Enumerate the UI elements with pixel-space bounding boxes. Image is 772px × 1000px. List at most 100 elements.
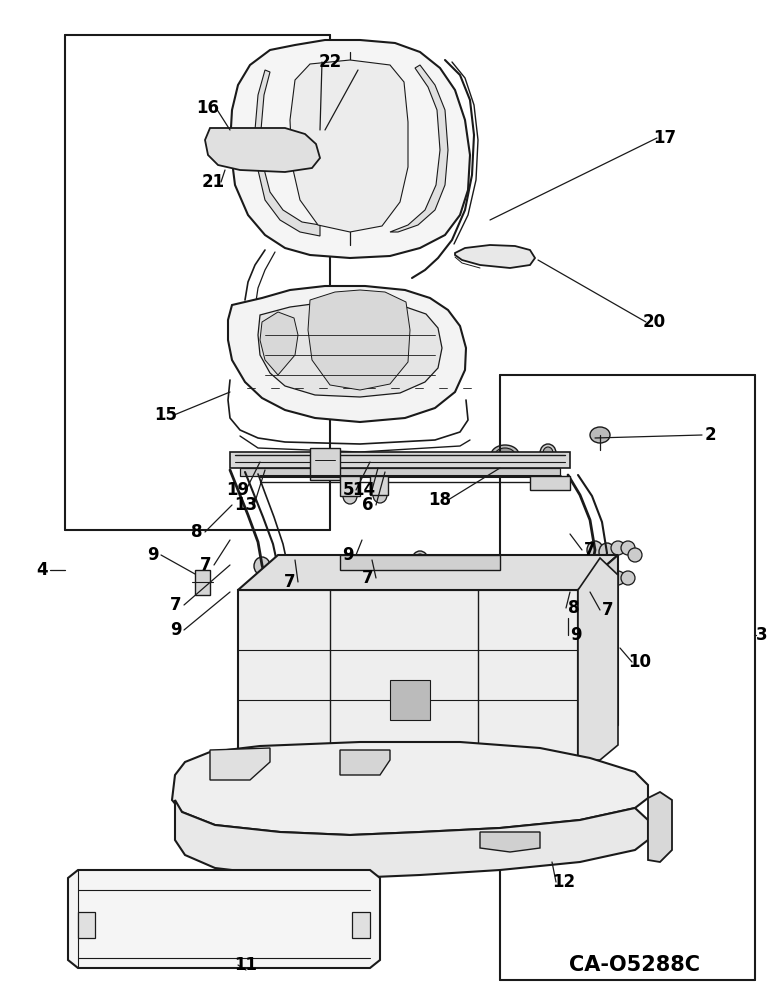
Ellipse shape [593, 571, 609, 589]
Text: 17: 17 [653, 129, 676, 147]
Ellipse shape [311, 147, 321, 159]
Text: 5: 5 [342, 481, 354, 499]
Text: 12: 12 [553, 873, 576, 891]
Text: 9: 9 [342, 546, 354, 564]
Ellipse shape [252, 601, 264, 615]
Text: 8: 8 [191, 523, 203, 541]
Polygon shape [260, 312, 298, 375]
Ellipse shape [590, 736, 600, 748]
Text: 7: 7 [284, 573, 296, 591]
Ellipse shape [587, 541, 603, 559]
Text: 3: 3 [757, 626, 768, 644]
Text: 7: 7 [170, 596, 182, 614]
Text: 20: 20 [642, 313, 665, 331]
Ellipse shape [288, 454, 302, 470]
Ellipse shape [447, 855, 457, 865]
Ellipse shape [415, 554, 425, 566]
Text: 18: 18 [428, 491, 452, 509]
Polygon shape [390, 65, 448, 232]
Polygon shape [255, 70, 320, 236]
Ellipse shape [621, 571, 635, 585]
Ellipse shape [288, 582, 302, 598]
Polygon shape [370, 476, 388, 495]
Polygon shape [205, 128, 320, 172]
Ellipse shape [252, 735, 264, 749]
Ellipse shape [552, 735, 564, 749]
Polygon shape [258, 302, 442, 397]
Polygon shape [578, 558, 618, 760]
Polygon shape [340, 476, 360, 496]
Ellipse shape [213, 141, 231, 163]
Ellipse shape [540, 444, 556, 462]
Polygon shape [228, 286, 466, 422]
Text: 16: 16 [197, 99, 219, 117]
Ellipse shape [491, 445, 519, 465]
Polygon shape [240, 468, 560, 476]
Ellipse shape [380, 855, 390, 865]
Text: CA-O5288C: CA-O5288C [570, 955, 700, 975]
Text: 9: 9 [147, 546, 159, 564]
Text: 19: 19 [226, 481, 249, 499]
Ellipse shape [412, 551, 428, 569]
Ellipse shape [495, 448, 515, 462]
Polygon shape [210, 748, 270, 780]
Ellipse shape [415, 730, 425, 740]
Text: 9: 9 [571, 626, 582, 644]
Text: 7: 7 [584, 541, 596, 559]
Ellipse shape [270, 559, 286, 577]
Ellipse shape [343, 488, 357, 504]
Polygon shape [230, 40, 470, 258]
Polygon shape [238, 555, 618, 590]
Ellipse shape [599, 543, 615, 561]
Polygon shape [340, 750, 390, 775]
Polygon shape [238, 590, 578, 760]
Text: 6: 6 [362, 496, 374, 514]
Ellipse shape [621, 541, 635, 555]
Ellipse shape [628, 548, 642, 562]
Polygon shape [578, 555, 618, 760]
Polygon shape [230, 452, 570, 468]
Polygon shape [455, 245, 535, 268]
Text: 13: 13 [235, 496, 258, 514]
Ellipse shape [391, 714, 399, 722]
Ellipse shape [413, 855, 423, 865]
Ellipse shape [611, 541, 625, 555]
Text: 22: 22 [318, 53, 342, 71]
Ellipse shape [500, 853, 510, 863]
Text: 8: 8 [568, 599, 580, 617]
Ellipse shape [590, 704, 600, 716]
Polygon shape [308, 290, 410, 390]
Ellipse shape [582, 569, 598, 587]
Text: 9: 9 [170, 621, 182, 639]
Text: 2: 2 [704, 426, 716, 444]
Text: 14: 14 [353, 481, 375, 499]
Polygon shape [68, 870, 380, 968]
Polygon shape [480, 832, 540, 852]
Polygon shape [172, 742, 648, 835]
Text: 11: 11 [235, 956, 258, 974]
Ellipse shape [261, 580, 275, 596]
Polygon shape [390, 680, 430, 720]
Text: 21: 21 [201, 173, 225, 191]
Ellipse shape [543, 447, 553, 459]
Text: 7: 7 [200, 556, 212, 574]
Polygon shape [195, 570, 210, 595]
Ellipse shape [347, 855, 357, 865]
Ellipse shape [552, 601, 564, 615]
Ellipse shape [271, 460, 285, 476]
Ellipse shape [373, 487, 387, 503]
Text: 4: 4 [36, 561, 48, 579]
Ellipse shape [590, 654, 600, 666]
Text: 7: 7 [362, 569, 374, 587]
Text: 10: 10 [628, 653, 652, 671]
Polygon shape [340, 555, 500, 570]
Polygon shape [290, 60, 408, 232]
Ellipse shape [254, 557, 270, 575]
Polygon shape [310, 448, 340, 480]
Polygon shape [175, 800, 648, 878]
Polygon shape [648, 792, 672, 862]
Ellipse shape [590, 609, 600, 621]
Text: 7: 7 [602, 601, 614, 619]
Text: 15: 15 [154, 406, 178, 424]
Ellipse shape [590, 427, 610, 443]
